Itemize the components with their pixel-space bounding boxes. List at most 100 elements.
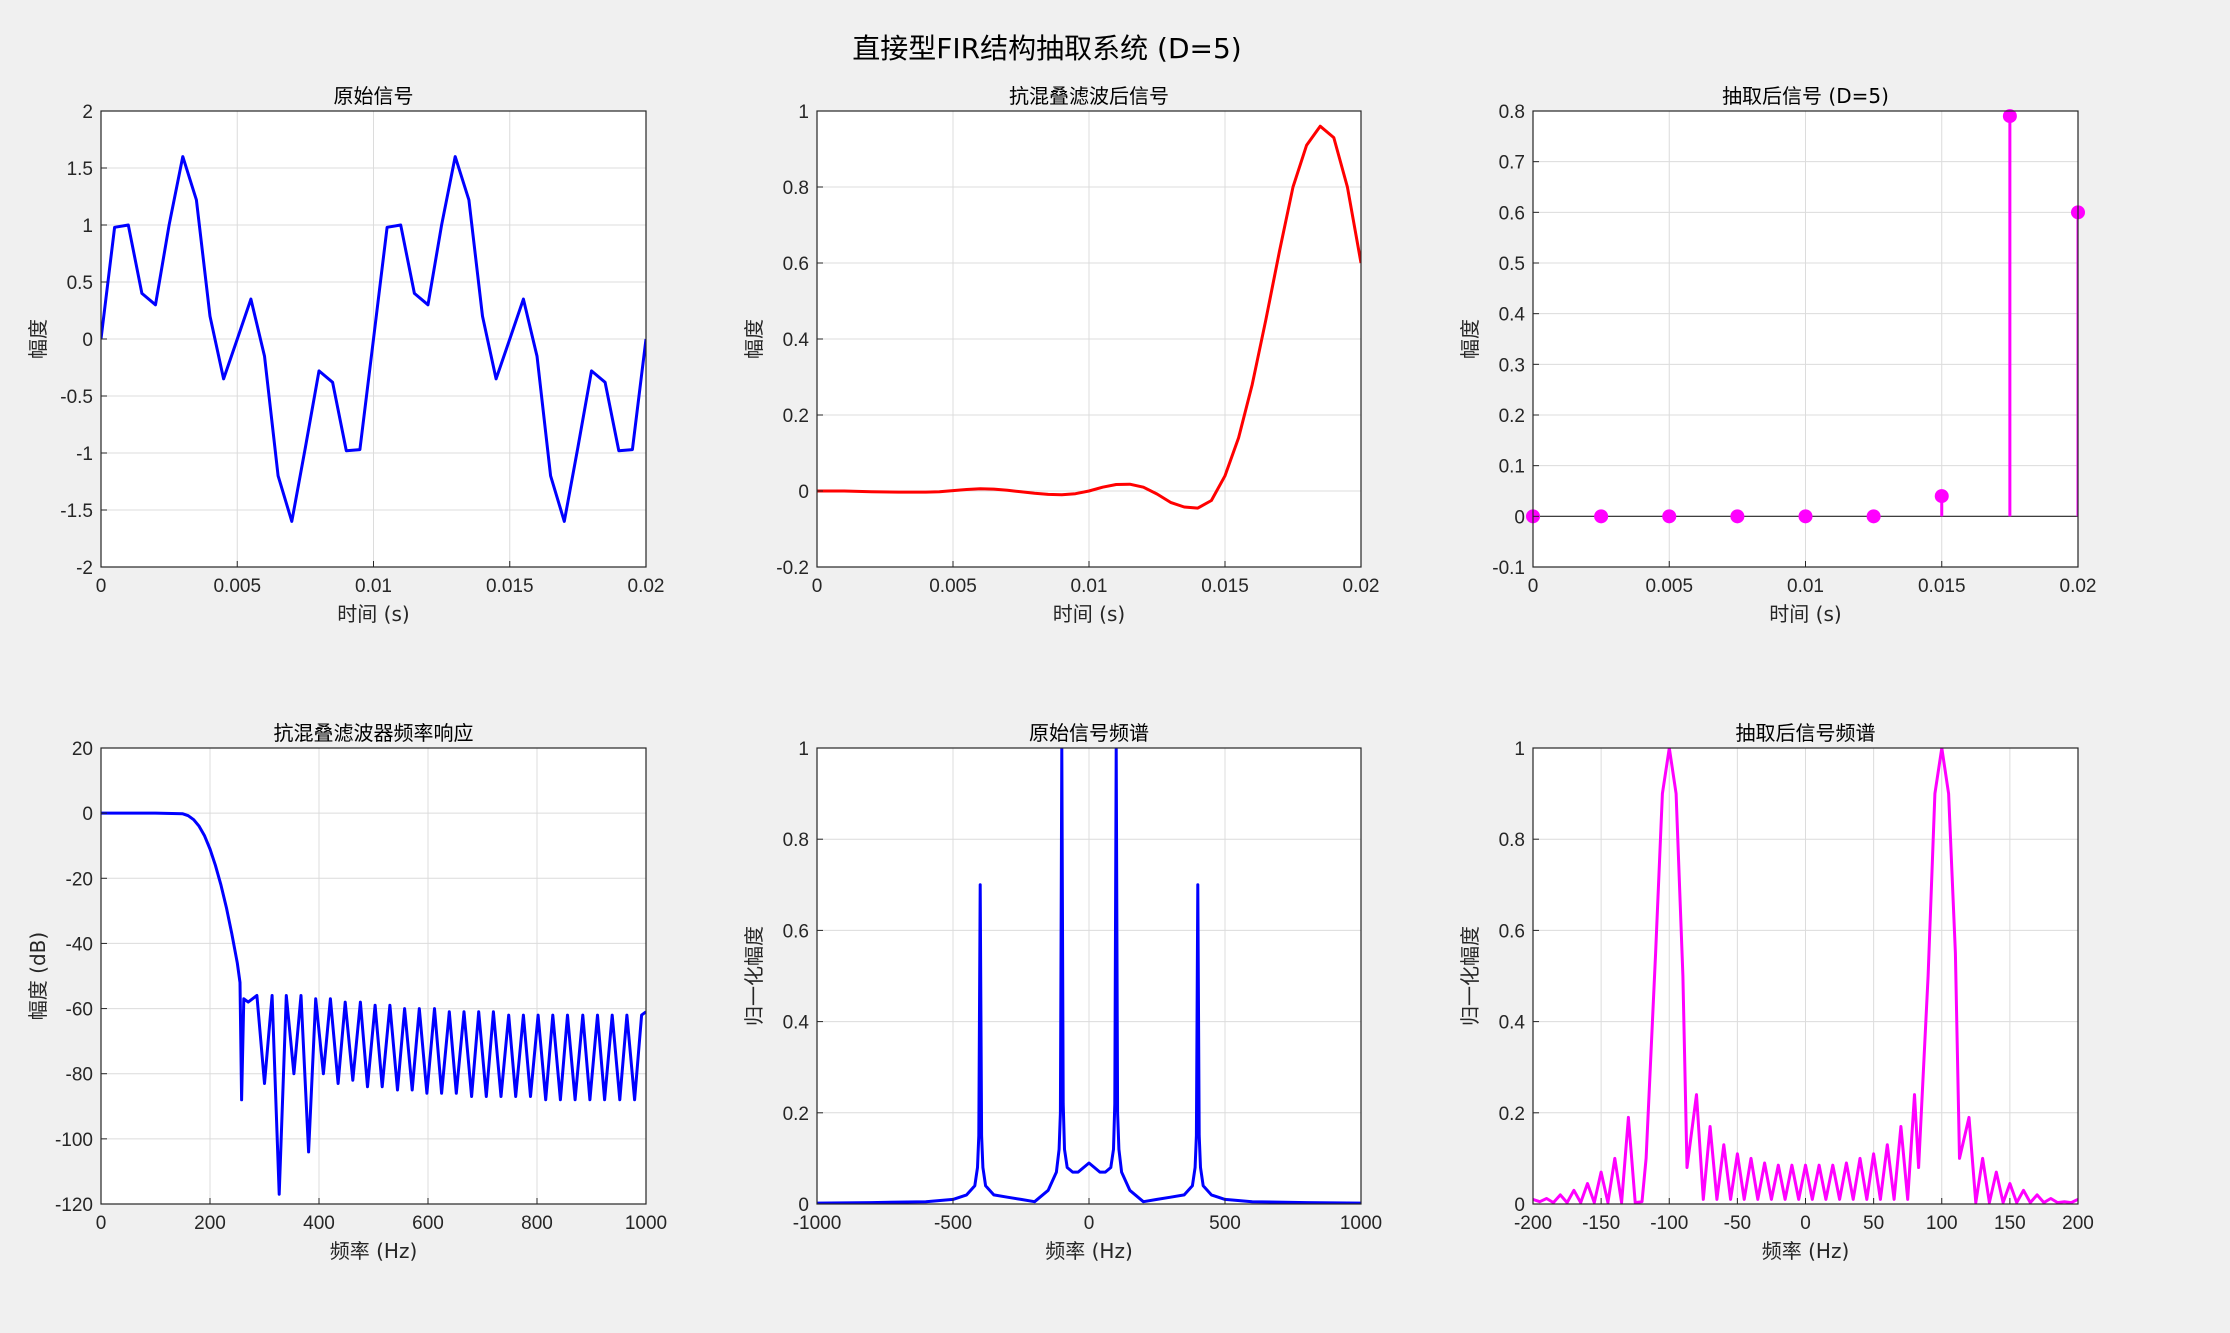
y-tick-label: 1	[798, 102, 809, 123]
x-tick-label: 0.01	[1071, 576, 1108, 597]
series-line	[101, 155, 646, 523]
x-tick-label: 0	[1084, 1213, 1095, 1234]
chart-5: -1000 -500 0 500 1000 0 0.2 0.4 0.6 0.8 1 原始信号频谱频率 …	[742, 721, 1382, 1263]
y-tick-label: 0.4	[783, 330, 810, 351]
y-tick-label: 0	[1514, 1195, 1525, 1216]
y-tick-label: -20	[66, 869, 93, 890]
x-tick-label: 100	[1926, 1213, 1958, 1234]
y-tick-label: 0.8	[1499, 102, 1525, 123]
plot-area	[101, 748, 646, 1204]
x-tick-label: 200	[194, 1213, 226, 1234]
x-tick-label: -100	[1650, 1213, 1688, 1234]
y-tick-label: 0.1	[1499, 457, 1525, 478]
x-tick-label: 1000	[1340, 1213, 1382, 1234]
y-tick-label: -1.5	[60, 501, 93, 522]
y-tick-label: 0.2	[783, 406, 809, 427]
series-line	[101, 811, 646, 1196]
y-tick-label: -100	[55, 1130, 93, 1151]
y-tick-label: 0	[798, 1195, 809, 1216]
x-tick-label: 0	[1528, 576, 1539, 597]
x-tick-label: 0.005	[213, 576, 261, 597]
y-tick-label: 0	[1514, 507, 1525, 528]
y-tick-label: -0.1	[1492, 558, 1525, 579]
y-tick-label: 0.8	[783, 830, 809, 851]
series-line	[817, 748, 1361, 1204]
x-tick-label: 0.01	[355, 576, 392, 597]
x-tick-label: 0.02	[628, 576, 665, 597]
y-tick-label: 0.2	[1499, 406, 1525, 427]
stem-marker	[2002, 109, 2017, 124]
stem-marker	[1594, 509, 1609, 524]
y-tick-label: 0.3	[1499, 355, 1525, 376]
x-axis-label: 频率 (Hz)	[1045, 1239, 1133, 1263]
chart-3: 0 0.005 0.01 0.015 0.02-0.100.10.20.30.40.50…	[1458, 84, 2096, 626]
y-axis-label: 归一化幅度	[742, 926, 766, 1026]
x-tick-label: -1000	[793, 1213, 842, 1234]
x-tick-label: 0.01	[1787, 576, 1824, 597]
y-tick-label: 2	[82, 102, 93, 123]
y-tick-label: 0.4	[1499, 305, 1526, 326]
x-tick-label: 0.015	[1201, 576, 1249, 597]
y-axis-label: 幅度	[26, 319, 50, 359]
axes-frame	[100, 747, 647, 1205]
x-tick-label: 600	[412, 1213, 444, 1234]
y-tick-label: 0.6	[1499, 203, 1525, 224]
y-tick-label: 20	[72, 739, 93, 760]
x-tick-label: 0	[1800, 1213, 1811, 1234]
chart-title: 原始信号频谱	[1029, 721, 1149, 745]
figure-title: 直接型FIR结构抽取系统 (D=5)	[852, 32, 1241, 65]
y-tick-label: 0.8	[1499, 830, 1525, 851]
y-tick-label: -60	[66, 1000, 93, 1021]
y-tick-label: 0.2	[1499, 1104, 1525, 1125]
y-tick-label: 1.5	[67, 159, 93, 180]
chart-title: 抗混叠滤波后信号	[1009, 84, 1169, 108]
series-line	[1533, 748, 2078, 1204]
x-axis-label: 时间 (s)	[1769, 602, 1841, 626]
y-tick-label: 0.5	[67, 273, 93, 294]
x-tick-label: 0.015	[1918, 576, 1966, 597]
stem-marker	[1730, 509, 1745, 524]
y-tick-label: 0.5	[1499, 254, 1525, 275]
y-tick-label: 0.6	[783, 921, 809, 942]
x-tick-label: 0.02	[2060, 576, 2097, 597]
y-axis-label: 幅度	[1458, 319, 1482, 359]
series-line	[817, 124, 1361, 510]
y-axis-label: 幅度	[742, 319, 766, 359]
x-tick-label: 0	[812, 576, 823, 597]
y-tick-label: -1	[76, 444, 93, 465]
y-tick-label: 0.6	[783, 254, 809, 275]
x-tick-label: 150	[1994, 1213, 2026, 1234]
y-tick-label: 0	[82, 330, 93, 351]
x-tick-label: 0	[96, 576, 107, 597]
y-tick-label: -2	[76, 558, 93, 579]
y-tick-label: 0.6	[1499, 921, 1525, 942]
y-tick-label: 0.8	[783, 178, 809, 199]
x-tick-label: 0.005	[1645, 576, 1693, 597]
y-axis-label: 归一化幅度	[1458, 926, 1482, 1026]
y-tick-label: 0.4	[1499, 1013, 1526, 1034]
chart-title: 抽取后信号 (D=5)	[1722, 84, 1889, 108]
data-layer	[817, 748, 1361, 1204]
y-tick-label: -0.5	[60, 387, 93, 408]
x-tick-label: 50	[1863, 1213, 1884, 1234]
y-tick-label: -40	[66, 934, 93, 955]
stem-marker	[1934, 489, 1949, 504]
x-axis-label: 频率 (Hz)	[1762, 1239, 1850, 1263]
y-tick-label: -0.2	[776, 558, 809, 579]
chart-title: 抗混叠滤波器频率响应	[274, 721, 474, 745]
data-layer	[817, 124, 1361, 510]
x-tick-label: 400	[303, 1213, 335, 1234]
y-axis-label: 幅度 (dB)	[26, 932, 50, 1020]
data-layer	[101, 155, 646, 523]
data-layer	[1533, 748, 2078, 1204]
y-tick-label: 0.4	[783, 1013, 810, 1034]
stem-marker	[1798, 509, 1813, 524]
chart-title: 抽取后信号频谱	[1736, 721, 1876, 745]
y-tick-label: 1	[82, 216, 93, 237]
y-tick-label: 0	[82, 804, 93, 825]
x-tick-label: -200	[1514, 1213, 1552, 1234]
x-tick-label: 1000	[625, 1213, 667, 1234]
y-tick-label: -80	[66, 1065, 93, 1086]
stem-marker	[1866, 509, 1881, 524]
